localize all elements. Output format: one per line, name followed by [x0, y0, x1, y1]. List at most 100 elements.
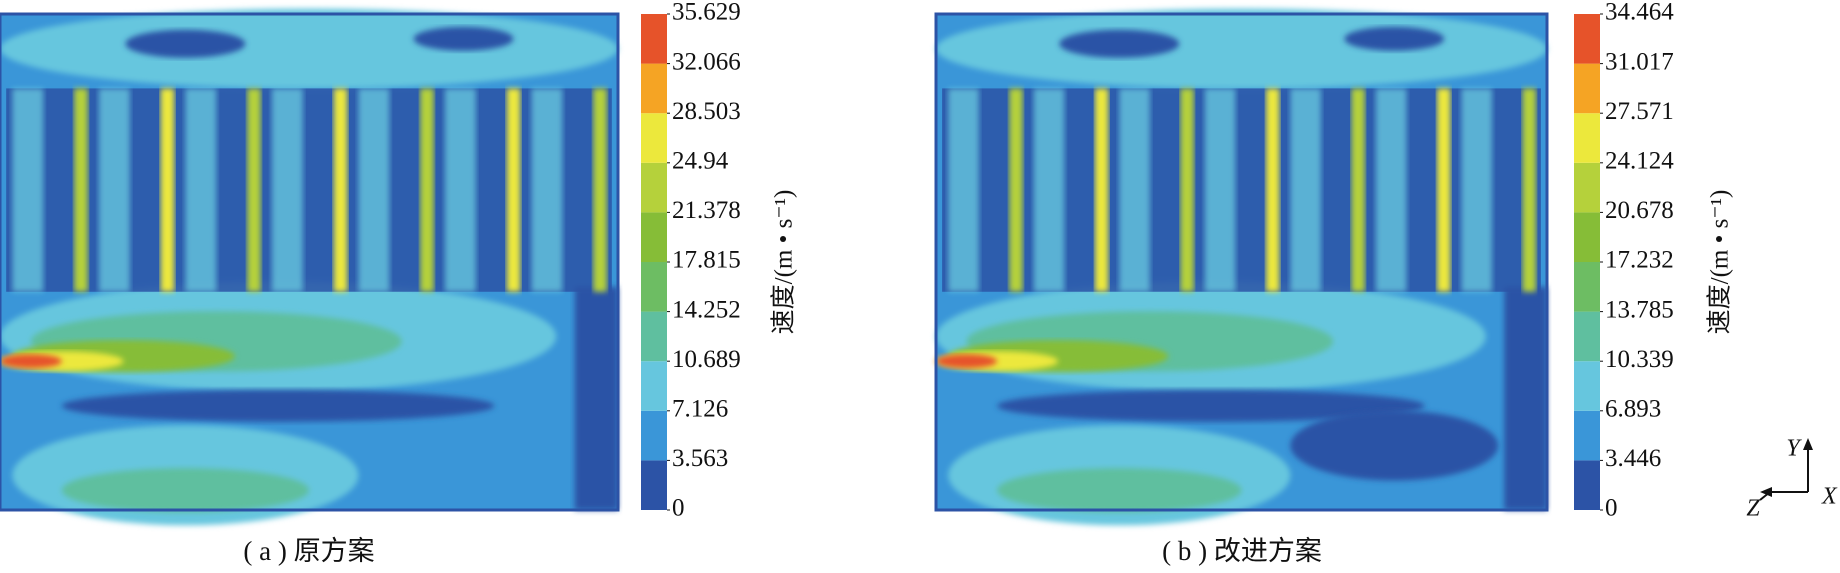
colorbar-segment: [641, 460, 667, 510]
caption: ( a ) 原方案: [243, 536, 374, 566]
contour-region: [125, 29, 246, 58]
flow-stripe: [1009, 88, 1023, 292]
colorbar-segment: [1574, 113, 1600, 163]
contour-region: [0, 8, 618, 89]
colorbar-segment: [641, 14, 667, 64]
flow-stripe: [531, 88, 563, 292]
colorbar-tick-label: 35.629: [672, 0, 741, 26]
flow-stripe: [1290, 88, 1321, 292]
field-frame: [0, 12, 620, 512]
axis-z-label: Z: [1746, 496, 1760, 522]
colorbar-tick-label: 0: [672, 495, 685, 522]
colorbar-segment: [1574, 63, 1600, 114]
contour-region: [1344, 26, 1445, 51]
contour-region: [1059, 29, 1180, 58]
flow-stripe: [1204, 88, 1236, 292]
colorbar-tick-label: 31.017: [1605, 48, 1674, 75]
contour-field: [934, 8, 1549, 526]
flow-stripe: [1119, 88, 1150, 292]
tube-band: [942, 88, 1541, 292]
colorbar-segment: [1574, 262, 1600, 312]
colorbar-label: 速度/(m • s⁻¹): [770, 190, 798, 335]
flow-stripe: [1094, 88, 1109, 292]
colorbar-tick-label: 0: [1605, 495, 1618, 522]
flow-stripe: [593, 88, 607, 292]
colorbar-tick-label: 28.503: [672, 98, 741, 125]
flow-stripe: [247, 88, 261, 292]
flow-stripe: [1522, 88, 1537, 292]
colorbar-segment: [641, 113, 667, 163]
colorbar-label: 速度/(m • s⁻¹): [1706, 190, 1734, 335]
field-frame: [934, 12, 1549, 512]
flow-stripe: [74, 88, 88, 292]
flow-stripe: [12, 88, 44, 292]
panel: 0 3.563 7.126 10.689 14.252 17.815 21.378 24.94…: [0, 0, 798, 566]
flow-stripe: [948, 88, 979, 292]
colorbar-segment: [641, 63, 667, 114]
colorbar-segment: [641, 361, 667, 411]
flow-stripe: [1375, 88, 1407, 292]
colorbar-segment: [1574, 14, 1600, 64]
flow-stripe: [1033, 88, 1065, 292]
contour-region: [574, 286, 618, 510]
contour-field: [0, 8, 620, 526]
colorbar-tick-label: 13.785: [1605, 296, 1674, 323]
flow-stripe: [98, 88, 130, 292]
contour-region: [997, 468, 1242, 513]
colorbar-tick-label: 17.232: [1605, 247, 1674, 274]
axis-y-label: Y: [1786, 436, 1802, 462]
contour-region: [0, 354, 62, 369]
colorbar-tick-label: 24.94: [672, 148, 729, 175]
colorbar-tick-label: 7.126: [672, 396, 728, 423]
colorbar-tick-label: 6.893: [1605, 396, 1661, 423]
colorbar-tick-label: 10.339: [1605, 346, 1674, 373]
colorbar-tick-label: 20.678: [1605, 197, 1674, 224]
colorbar-segment: [641, 261, 667, 312]
flow-stripe: [1265, 88, 1280, 292]
colorbar-segment: [1574, 410, 1600, 461]
contour-region: [61, 468, 310, 513]
colorbar-segment: [1574, 162, 1600, 213]
colorbar-tick-label: 34.464: [1605, 0, 1674, 26]
flow-stripe: [420, 88, 434, 292]
flow-stripe: [333, 88, 348, 292]
flow-stripe: [185, 88, 217, 292]
contour-region: [997, 389, 1425, 422]
flow-stripe: [1437, 88, 1451, 292]
colorbar-tick-label: 3.446: [1605, 445, 1661, 472]
colorbar-segment: [1574, 361, 1600, 411]
flow-stripe: [160, 88, 175, 292]
colorbar-tick-label: 17.815: [672, 247, 741, 274]
colorbar-tick-label: 14.252: [672, 296, 741, 323]
colorbar-segment: [641, 311, 667, 362]
colorbar-segment: [641, 410, 667, 461]
axis-triad: Y X Z: [1746, 436, 1838, 522]
contour-region: [1504, 286, 1547, 510]
colorbar-tick-label: 21.378: [672, 197, 741, 224]
contour-region: [936, 8, 1547, 89]
flow-stripe: [358, 88, 390, 292]
colorbar-segment: [1574, 311, 1600, 362]
contour-region: [413, 26, 514, 51]
panel: 0 3.446 6.893 10.339 13.785 17.232 20.678 24.12…: [934, 0, 1734, 566]
flow-stripe: [506, 88, 521, 292]
colorbar-segment: [1574, 212, 1600, 262]
axis-x-label: X: [1821, 484, 1838, 510]
flow-stripe: [271, 88, 303, 292]
colorbar-segment: [641, 162, 667, 213]
caption: ( b ) 改进方案: [1162, 536, 1322, 566]
contour-region: [936, 354, 998, 369]
tube-band: [6, 88, 612, 292]
flow-stripe: [1180, 88, 1194, 292]
colorbar-segment: [1574, 460, 1600, 510]
contour-region: [1290, 410, 1499, 481]
flow-stripe: [1461, 88, 1493, 292]
colorbar-tick-label: 27.571: [1605, 98, 1674, 125]
colorbar-tick-label: 24.124: [1605, 148, 1674, 175]
flow-stripe: [1351, 88, 1365, 292]
colorbar-segment: [641, 212, 667, 262]
colorbar-tick-label: 32.066: [672, 48, 741, 75]
colorbar-tick-label: 3.563: [672, 445, 728, 472]
colorbar-tick-label: 10.689: [672, 346, 741, 373]
